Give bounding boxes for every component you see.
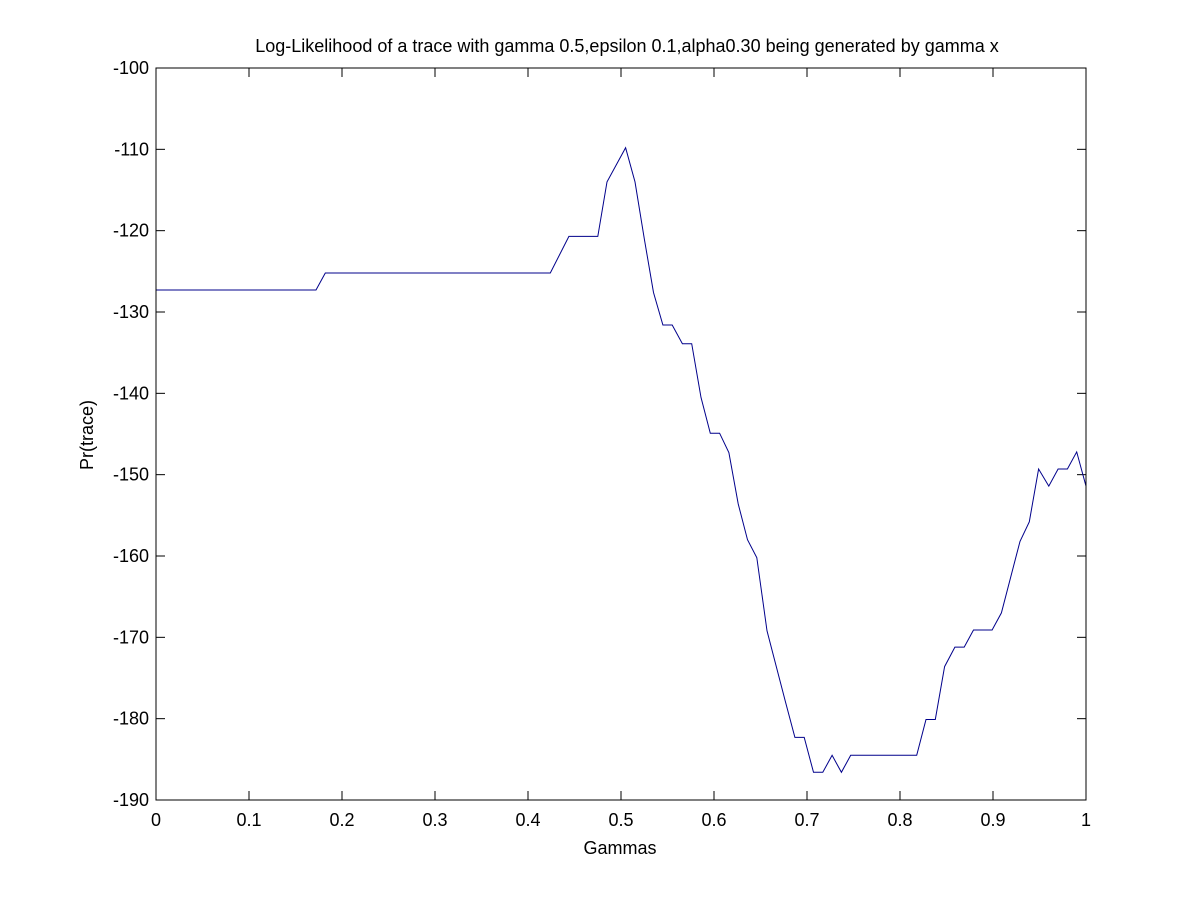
x-tick-label: 0.8 (887, 810, 912, 830)
x-tick-label: 1 (1081, 810, 1091, 830)
x-tick-label: 0.1 (236, 810, 261, 830)
x-tick-label: 0.5 (608, 810, 633, 830)
x-tick-label: 0.7 (794, 810, 819, 830)
y-tick-labels: -100 -110 -120 -130 -140 -150 -160 -170 -180 -190 (113, 58, 149, 810)
x-tick-label: 0.4 (515, 810, 540, 830)
y-tick-label: -120 (113, 221, 149, 241)
x-tick-label: 0 (151, 810, 161, 830)
y-tick-label: -110 (114, 139, 149, 159)
y-axis-label: Pr(trace) (77, 400, 97, 470)
y-tick-label: -100 (113, 58, 149, 78)
plot-area (156, 68, 1086, 800)
x-tick-label: 0.2 (329, 810, 354, 830)
x-tick-label: 0.9 (980, 810, 1005, 830)
y-tick-label: -190 (113, 790, 149, 810)
y-tick-label: -130 (113, 302, 149, 322)
y-tick-label: -180 (113, 709, 149, 729)
x-tick-labels: 0 0.1 0.2 0.3 0.4 0.5 0.6 0.7 0.8 0.9 1 (151, 810, 1091, 830)
series-layer (156, 146, 1087, 774)
y-tick-label: -150 (113, 465, 149, 485)
y-tick-label: -160 (113, 546, 149, 566)
chart-title: Log-Likelihood of a trace with gamma 0.5… (255, 36, 998, 56)
series-line (156, 146, 1087, 774)
x-tick-label: 0.6 (701, 810, 726, 830)
x-axis-label: Gammas (583, 838, 656, 858)
y-tick-label: -170 (113, 627, 149, 647)
y-tick-label: -140 (113, 383, 149, 403)
x-tick-label: 0.3 (422, 810, 447, 830)
plot-frame (155, 67, 1087, 801)
